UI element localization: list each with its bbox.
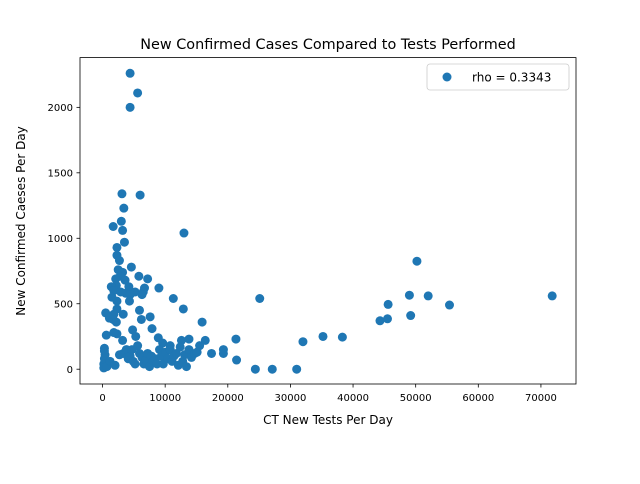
- data-point: [412, 256, 422, 266]
- data-point: [298, 337, 308, 347]
- legend-marker: [442, 72, 452, 82]
- data-point: [147, 324, 157, 334]
- data-point: [200, 335, 210, 345]
- data-point: [114, 256, 124, 266]
- data-point: [110, 360, 120, 370]
- data-point: [136, 314, 146, 324]
- data-point: [134, 305, 144, 315]
- x-tick-label: 70000: [525, 393, 557, 404]
- legend-label: rho = 0.3343: [472, 71, 551, 85]
- data-point: [171, 348, 181, 358]
- data-point: [118, 335, 128, 345]
- data-point: [218, 345, 228, 355]
- data-point: [232, 355, 242, 365]
- x-tick-label: 0: [99, 393, 105, 404]
- x-tick-label: 20000: [212, 393, 244, 404]
- y-tick-label: 1000: [48, 234, 73, 245]
- data-point: [168, 294, 178, 303]
- data-point: [133, 341, 143, 351]
- data-point: [444, 300, 454, 310]
- data-point: [154, 283, 164, 293]
- data-point: [116, 216, 126, 226]
- data-point: [130, 359, 140, 369]
- data-point: [250, 364, 260, 374]
- data-point: [117, 189, 127, 199]
- data-point: [111, 274, 121, 284]
- data-point: [134, 271, 144, 281]
- y-tick-label: 2000: [48, 103, 73, 114]
- data-point: [101, 330, 111, 340]
- data-point: [118, 309, 128, 319]
- data-point: [255, 294, 265, 303]
- points-layer: [99, 68, 557, 374]
- data-point: [119, 237, 129, 247]
- data-point: [179, 228, 189, 238]
- data-point: [120, 275, 130, 285]
- data-point: [337, 332, 347, 342]
- data-point: [143, 274, 153, 284]
- data-point: [231, 334, 241, 344]
- data-point: [108, 222, 118, 231]
- data-point: [112, 296, 122, 306]
- data-point: [125, 68, 135, 78]
- data-point: [382, 314, 392, 324]
- data-point: [152, 359, 162, 369]
- data-point: [125, 290, 135, 300]
- data-point: [404, 290, 414, 300]
- data-point: [184, 334, 194, 344]
- data-point: [181, 362, 191, 372]
- x-tick-label: 40000: [337, 393, 369, 404]
- x-tick-label: 10000: [149, 393, 181, 404]
- plot-frame: [79, 57, 577, 385]
- data-point: [131, 331, 141, 341]
- data-point: [124, 296, 134, 306]
- y-tick-label: 1500: [48, 168, 73, 179]
- data-point: [126, 262, 136, 272]
- data-point: [318, 331, 328, 341]
- y-axis: 0 500 1000 1500 2000: [48, 103, 80, 376]
- data-point: [145, 312, 155, 322]
- data-point: [547, 291, 557, 301]
- legend: rho = 0.3343: [426, 63, 570, 91]
- data-point: [267, 364, 277, 374]
- data-point: [375, 316, 385, 326]
- data-point: [133, 88, 143, 98]
- data-point: [111, 317, 121, 327]
- x-tick-label: 30000: [275, 393, 307, 404]
- data-point: [195, 341, 205, 351]
- chart-title: New Confirmed Cases Compared to Tests Pe…: [140, 37, 515, 53]
- y-axis-label: New Confirmed Caeses Per Day: [14, 126, 28, 316]
- data-point: [423, 291, 433, 301]
- data-point: [383, 299, 393, 309]
- data-point: [178, 304, 188, 314]
- x-axis-label: CT New Tests Per Day: [263, 413, 393, 427]
- data-point: [406, 311, 416, 321]
- y-tick-label: 500: [54, 299, 73, 310]
- data-point: [112, 242, 122, 252]
- data-point: [118, 225, 128, 235]
- x-axis: 0 10000 20000 30000 40000 50000 60000 70000: [99, 384, 557, 404]
- x-tick-label: 50000: [400, 393, 432, 404]
- x-tick-label: 60000: [462, 393, 494, 404]
- legend-box: [426, 63, 570, 91]
- data-point: [109, 328, 119, 338]
- data-point: [137, 290, 147, 300]
- data-point: [119, 203, 129, 213]
- y-tick-label: 0: [67, 365, 73, 376]
- data-point: [207, 348, 217, 358]
- data-point: [292, 364, 302, 374]
- data-point: [135, 190, 145, 200]
- data-point: [125, 102, 135, 112]
- data-point: [175, 342, 185, 352]
- data-point: [197, 317, 207, 327]
